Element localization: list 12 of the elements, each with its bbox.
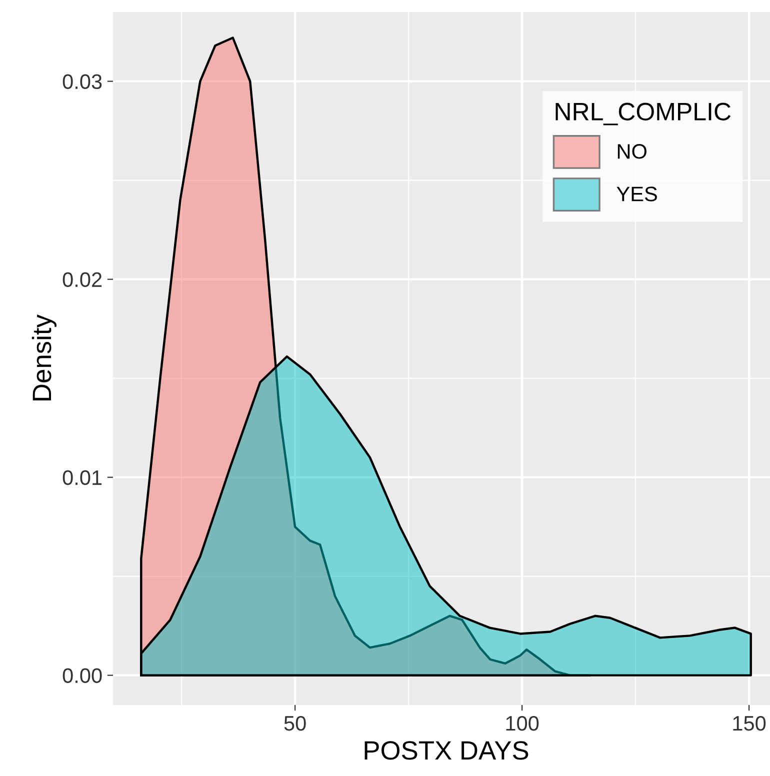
x-tick-label: 50 <box>284 716 306 731</box>
y-tick-label: 0.03 <box>62 74 102 90</box>
y-axis-title: Density <box>32 314 56 400</box>
y-tick-label: 0.02 <box>62 272 102 288</box>
legend-title: NRL_COMPLIC <box>556 102 731 126</box>
legend-label: NO <box>618 144 646 159</box>
x-tick-label: 150 <box>733 716 766 731</box>
y-tick-label: 0.01 <box>62 470 102 486</box>
y-tick-label: 0.00 <box>62 668 102 684</box>
x-tick-label: 100 <box>506 716 539 731</box>
legend-label: YES <box>616 186 657 202</box>
x-axis-title: POSTX DAYS <box>364 741 528 760</box>
